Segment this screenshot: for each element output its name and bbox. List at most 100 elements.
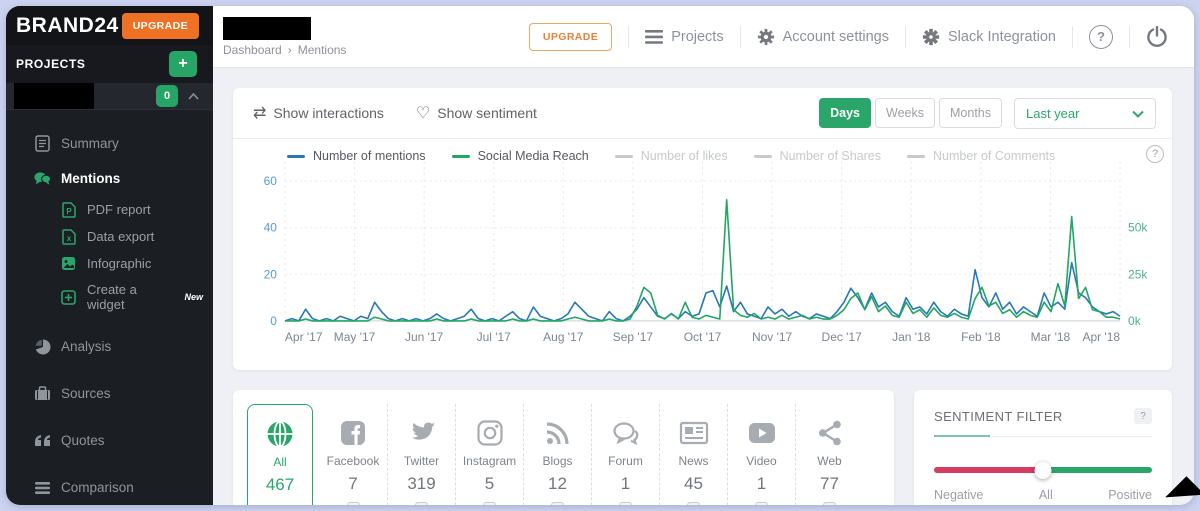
source-checkbox[interactable]: [823, 502, 836, 505]
source-filter-twitter[interactable]: Twitter 319: [387, 404, 455, 505]
newspaper-icon: [679, 418, 709, 448]
sentiment-help-icon[interactable]: ?: [1134, 408, 1152, 424]
svg-text:May '17: May '17: [334, 330, 376, 344]
widget-plus-icon: [60, 289, 77, 306]
source-count: 1: [756, 474, 767, 493]
topbar: Dashboard › Mentions UPGRADE Projects: [213, 6, 1194, 68]
add-project-button[interactable]: +: [169, 51, 197, 78]
legend-number-of-likes[interactable]: Number of likes: [614, 149, 728, 163]
svg-text:Aug '17: Aug '17: [543, 330, 584, 344]
sidebar-item-comparison[interactable]: Comparison: [6, 470, 213, 505]
legend-number-of-mentions[interactable]: Number of mentions: [287, 149, 426, 163]
source-filter-video[interactable]: Video 1: [727, 404, 795, 505]
source-checkbox[interactable]: [619, 502, 632, 505]
svg-text:Dec '17: Dec '17: [822, 330, 863, 344]
upgrade-button-sidebar[interactable]: UPGRADE: [121, 12, 199, 39]
sentiment-slider: [934, 461, 1152, 479]
source-label: All: [273, 455, 287, 469]
legend-number-of-shares[interactable]: Number of Shares: [753, 149, 881, 163]
logo-row: BRAND24 UPGRADE: [6, 6, 213, 46]
nav-account-settings[interactable]: Account settings: [757, 28, 889, 46]
breadcrumb-dashboard[interactable]: Dashboard: [223, 42, 282, 57]
sidebar-item-quotes[interactable]: Quotes: [6, 423, 213, 458]
source-checkbox[interactable]: [551, 502, 564, 505]
source-filter-forum[interactable]: Forum 1: [591, 404, 659, 505]
sentiment-slider-handle[interactable]: [1034, 461, 1052, 479]
svg-text:40: 40: [264, 221, 278, 235]
sidebar-menu: Summary Mentions P PDF report x: [6, 110, 213, 505]
svg-text:Apr '18: Apr '18: [1082, 330, 1120, 344]
sidebar-item-infographic[interactable]: Infographic: [6, 250, 213, 277]
project-mentions-badge: 0: [156, 85, 178, 107]
bottom-row: All 467 Facebook 7 Twitter 319 Instagram 5 Blogs…: [233, 390, 1172, 505]
source-filter-instagram[interactable]: Instagram 5: [455, 404, 523, 505]
project-row[interactable]: 0: [6, 83, 213, 110]
svg-text:Jan '18: Jan '18: [892, 330, 931, 344]
source-checkbox[interactable]: [483, 502, 496, 505]
svg-text:0: 0: [270, 314, 277, 328]
svg-text:P: P: [66, 207, 72, 216]
redacted-account-name: [223, 16, 311, 40]
source-count: 467: [265, 475, 295, 494]
pie-chart-icon: [34, 338, 51, 355]
source-filter-all[interactable]: All 467: [247, 404, 313, 505]
main-area: Dashboard › Mentions UPGRADE Projects: [213, 6, 1194, 505]
sentiment-filter-title: SENTIMENT FILTER: [934, 408, 1063, 424]
source-checkbox[interactable]: [687, 502, 700, 505]
source-filter-web[interactable]: Web 77: [795, 404, 863, 505]
range-button[interactable]: Months: [939, 98, 1002, 128]
show-sentiment-toggle[interactable]: ♡ Show sentiment: [415, 105, 537, 122]
range-button[interactable]: Days: [819, 98, 872, 128]
help-icon[interactable]: ?: [1089, 24, 1113, 49]
breadcrumb-block: Dashboard › Mentions: [223, 16, 346, 57]
rss-icon: [545, 418, 571, 448]
sidebar-item-analysis[interactable]: Analysis: [6, 329, 213, 364]
nav-projects[interactable]: Projects: [645, 29, 724, 45]
svg-text:Apr '17: Apr '17: [285, 330, 323, 344]
sidebar-item-create-a-widget[interactable]: Create a widget New: [6, 277, 213, 317]
twitter-icon: [408, 418, 436, 448]
gear-icon: [922, 28, 940, 46]
legend-number-of-comments[interactable]: Number of Comments: [907, 149, 1055, 163]
source-label: Web: [817, 454, 842, 468]
svg-text:0k: 0k: [1128, 314, 1141, 328]
sidebar-item-data-export[interactable]: x Data export: [6, 223, 213, 250]
globe-icon: [266, 419, 294, 449]
svg-text:50k: 50k: [1128, 221, 1147, 235]
source-label: Blogs: [542, 454, 573, 468]
source-filter-blogs[interactable]: Blogs 12: [523, 404, 591, 505]
chart-help-icon[interactable]: ?: [1146, 145, 1164, 163]
chart-card: ⇄ Show interactions ♡ Show sentiment Day…: [233, 88, 1172, 370]
source-checkbox[interactable]: [346, 502, 360, 505]
sidebar-item-sources[interactable]: Sources: [6, 376, 213, 411]
breadcrumb: Dashboard › Mentions: [223, 43, 346, 57]
sidebar-item-pdf-report[interactable]: P PDF report: [6, 196, 213, 223]
content: ⇄ Show interactions ♡ Show sentiment Day…: [213, 68, 1194, 505]
legend-social-media-reach[interactable]: Social Media Reach: [451, 149, 589, 163]
source-filter-facebook[interactable]: Facebook 7: [319, 404, 387, 505]
range-button[interactable]: Weeks: [875, 98, 935, 128]
sidebar-item-mentions[interactable]: Mentions: [6, 161, 213, 196]
projects-header: PROJECTS +: [6, 45, 213, 83]
nav-slack-integration[interactable]: Slack Integration: [922, 28, 1056, 46]
show-interactions-toggle[interactable]: ⇄ Show interactions: [253, 105, 384, 122]
period-select[interactable]: Last year: [1014, 97, 1156, 129]
legend-dash-icon: [614, 154, 633, 158]
upgrade-button-topbar[interactable]: UPGRADE: [528, 22, 613, 51]
mentions-chart[interactable]: 0 20 40 60 0k 25k 50k Apr '17 May '17 Jun '17 Jul …: [239, 145, 1166, 363]
chevron-up-icon[interactable]: [188, 87, 199, 105]
sidebar-item-summary[interactable]: Summary: [6, 126, 213, 161]
sentiment-filter-card: SENTIMENT FILTER ? Negative All Positive: [914, 390, 1172, 505]
source-checkbox[interactable]: [755, 502, 768, 505]
sources-filter-card: All 467 Facebook 7 Twitter 319 Instagram 5 Blogs…: [233, 390, 894, 505]
source-count: 1: [620, 474, 631, 493]
svg-text:Sep '17: Sep '17: [613, 330, 654, 344]
briefcase-icon: [34, 385, 51, 402]
source-label: Forum: [608, 454, 643, 468]
power-icon[interactable]: [1146, 25, 1168, 48]
source-checkbox[interactable]: [415, 502, 428, 505]
app-window: BRAND24 UPGRADE PROJECTS + 0 Summary: [6, 6, 1194, 505]
source-count: 77: [820, 474, 839, 493]
source-filter-news[interactable]: News 45: [659, 404, 727, 505]
share-icon: [818, 418, 842, 448]
